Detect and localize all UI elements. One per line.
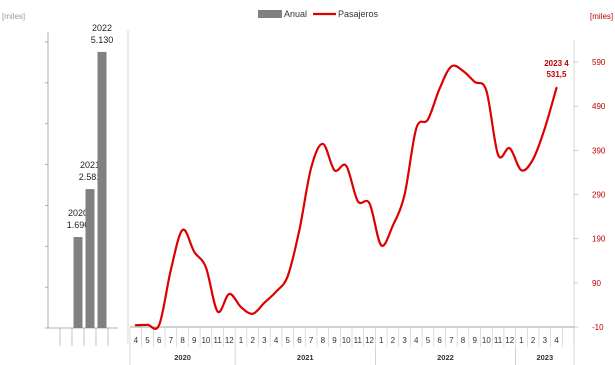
annual-bar-chart: 2020 1.690 2021 2.581 2022 5.130 <box>45 23 118 346</box>
year-group-label: 2022 <box>437 353 454 362</box>
month-tick-label: 4 <box>554 336 559 345</box>
month-tick-label: 12 <box>505 336 514 345</box>
annual-bar-2022 <box>97 51 107 329</box>
month-tick-label: 9 <box>332 336 337 345</box>
month-tick-label: 5 <box>426 336 431 345</box>
month-tick-label: 3 <box>402 336 407 345</box>
month-tick-label: 8 <box>180 336 185 345</box>
legend-label-anual: Anual <box>284 9 307 19</box>
annual-bar-value-label: 5.130 <box>91 35 114 45</box>
month-tick-label: 4 <box>274 336 279 345</box>
annual-bar-value-label: 2.581 <box>79 172 102 182</box>
month-tick-label: 4 <box>134 336 139 345</box>
annual-bar-year-label: 2021 <box>80 160 100 170</box>
month-tick-label: 10 <box>342 336 351 345</box>
month-tick-label: 5 <box>145 336 150 345</box>
month-tick-label: 1 <box>519 336 524 345</box>
month-tick-label: 7 <box>169 336 174 345</box>
month-tick-label: 2 <box>250 336 255 345</box>
month-tick-label: 9 <box>192 336 197 345</box>
month-tick-label: 6 <box>157 336 162 345</box>
year-group-label: 2023 <box>536 353 553 362</box>
month-tick-label: 4 <box>414 336 419 345</box>
last-point-label-value: 531,5 <box>546 70 567 79</box>
last-point-label-period: 2023 4 <box>544 59 569 68</box>
legend-swatch-anual <box>258 10 282 18</box>
left-unit-label: [miles] <box>2 12 25 21</box>
month-tick-label: 3 <box>262 336 267 345</box>
month-tick-label: 7 <box>309 336 314 345</box>
legend-label-pasajeros: Pasajeros <box>338 9 379 19</box>
legend: Anual Pasajeros <box>258 9 379 19</box>
annual-bar-value-label: 1.690 <box>67 220 90 230</box>
annual-bar-year-label: 2020 <box>68 208 88 218</box>
annual-bar-year-label: 2022 <box>92 23 112 33</box>
month-tick-label: 3 <box>543 336 548 345</box>
month-tick-label: 1 <box>239 336 244 345</box>
month-tick-label: 12 <box>225 336 234 345</box>
annual-bar-2021 <box>85 189 95 328</box>
annual-bar-2020 <box>73 237 83 328</box>
year-group-label: 2020 <box>174 353 191 362</box>
y-tick-label: 290 <box>592 191 606 200</box>
y-tick-label: 190 <box>592 235 606 244</box>
month-tick-label: 11 <box>494 336 503 345</box>
y-tick-label: 90 <box>592 279 601 288</box>
month-tick-label: 2 <box>531 336 536 345</box>
month-tick-label: 1 <box>379 336 384 345</box>
month-tick-label: 10 <box>482 336 491 345</box>
month-tick-label: 9 <box>472 336 477 345</box>
month-tick-label: 11 <box>354 336 363 345</box>
passengers-series-line <box>134 64 558 330</box>
y-tick-label: 490 <box>592 102 606 111</box>
year-group-label: 2021 <box>297 353 314 362</box>
month-tick-label: 2 <box>391 336 396 345</box>
month-tick-label: 12 <box>365 336 374 345</box>
month-tick-label: 7 <box>449 336 454 345</box>
y-tick-label: -10 <box>592 323 604 332</box>
month-tick-label: 8 <box>461 336 466 345</box>
y-tick-label: 390 <box>592 146 606 155</box>
month-tick-label: 11 <box>213 336 222 345</box>
y-tick-label: 590 <box>592 58 606 67</box>
month-tick-label: 6 <box>297 336 302 345</box>
right-unit-label: [miles] <box>590 12 613 21</box>
month-tick-label: 10 <box>201 336 210 345</box>
month-tick-label: 6 <box>437 336 442 345</box>
month-tick-label: 5 <box>286 336 291 345</box>
month-tick-label: 8 <box>321 336 326 345</box>
